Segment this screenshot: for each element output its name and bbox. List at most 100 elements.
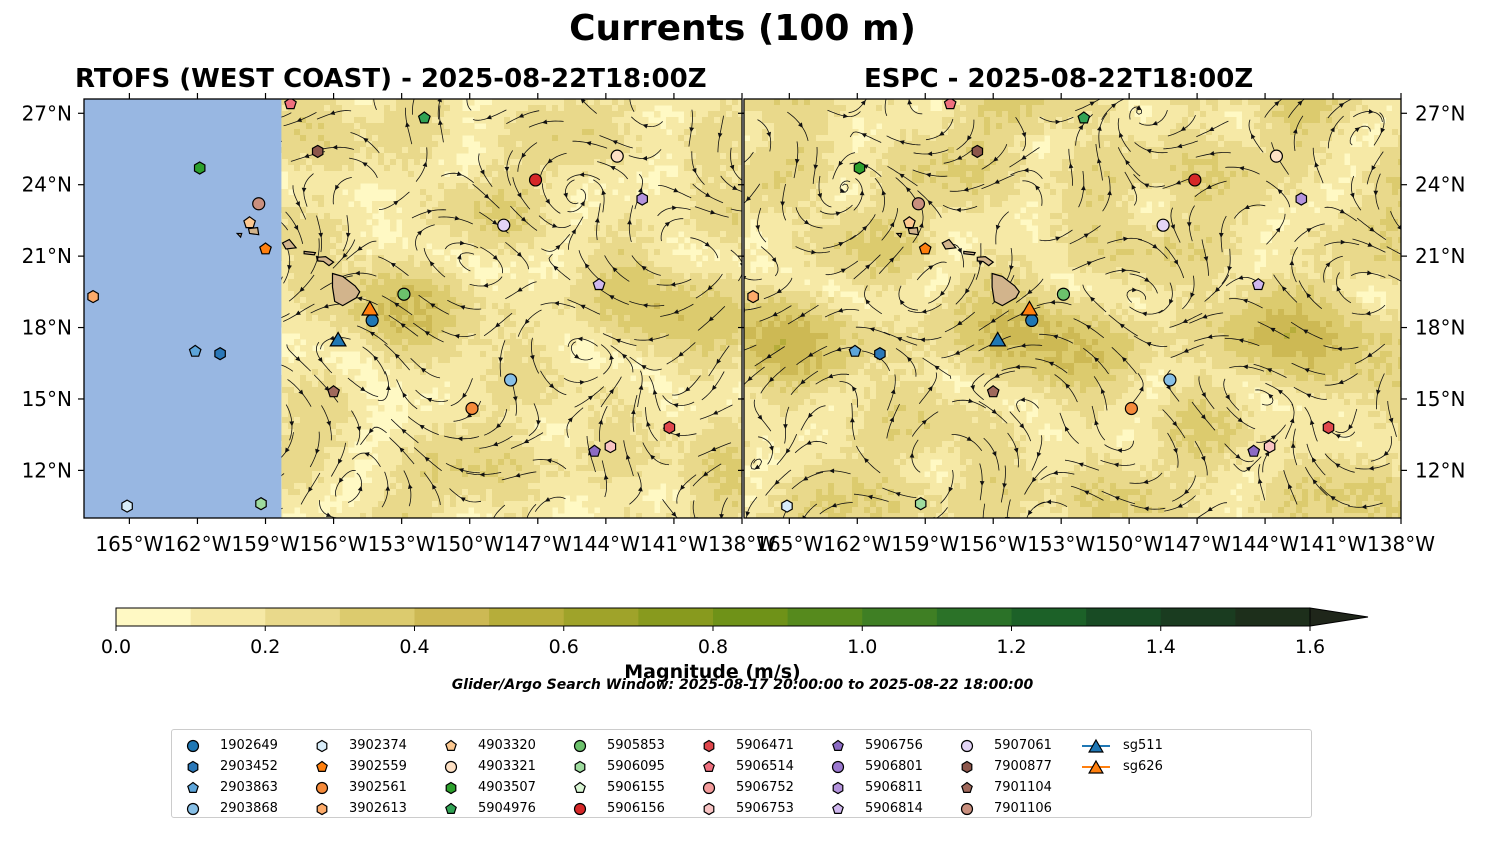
magnitude-cell <box>726 135 733 142</box>
magnitude-cell <box>492 339 499 346</box>
magnitude-cell <box>600 387 607 394</box>
magnitude-cell <box>336 381 343 388</box>
magnitude-cell <box>582 153 589 160</box>
magnitude-cell <box>600 339 607 346</box>
magnitude-cell <box>672 117 679 124</box>
magnitude-cell <box>732 375 739 382</box>
magnitude-cell <box>498 309 505 316</box>
magnitude-cell <box>450 183 457 190</box>
magnitude-cell <box>354 231 361 238</box>
magnitude-cell <box>492 315 499 322</box>
magnitude-cell <box>522 159 529 166</box>
magnitude-cell <box>588 135 595 142</box>
magnitude-cell <box>558 273 565 280</box>
magnitude-cell <box>738 303 742 310</box>
magnitude-cell <box>612 249 619 256</box>
magnitude-cell <box>618 249 625 256</box>
magnitude-cell <box>288 237 295 244</box>
magnitude-cell <box>486 189 493 196</box>
magnitude-cell <box>378 315 385 322</box>
magnitude-cell <box>420 237 427 244</box>
magnitude-cell <box>636 99 643 106</box>
magnitude-cell <box>288 129 295 136</box>
magnitude-cell <box>402 345 409 352</box>
magnitude-cell <box>732 315 739 322</box>
magnitude-cell <box>330 369 337 376</box>
magnitude-cell <box>714 243 721 250</box>
magnitude-cell <box>516 225 523 232</box>
magnitude-cell <box>522 369 529 376</box>
magnitude-cell <box>396 315 403 322</box>
magnitude-cell <box>570 159 577 166</box>
magnitude-cell <box>426 123 433 130</box>
magnitude-cell <box>714 297 721 304</box>
magnitude-cell <box>330 225 337 232</box>
magnitude-cell <box>498 237 505 244</box>
magnitude-cell <box>690 147 697 154</box>
magnitude-cell <box>288 201 295 208</box>
magnitude-cell <box>612 219 619 226</box>
magnitude-cell <box>396 273 403 280</box>
magnitude-cell <box>582 375 589 382</box>
magnitude-cell <box>648 285 655 292</box>
magnitude-cell <box>636 267 643 274</box>
magnitude-cell <box>414 171 421 178</box>
magnitude-cell <box>690 165 697 172</box>
magnitude-cell <box>654 243 661 250</box>
magnitude-cell <box>474 243 481 250</box>
magnitude-cell <box>564 369 571 376</box>
magnitude-cell <box>606 147 613 154</box>
magnitude-cell <box>360 153 367 160</box>
magnitude-cell <box>696 195 703 202</box>
magnitude-cell <box>318 111 325 118</box>
magnitude-cell <box>348 369 355 376</box>
magnitude-cell <box>738 267 742 274</box>
magnitude-cell <box>690 333 697 340</box>
magnitude-cell <box>534 255 541 262</box>
magnitude-cell <box>726 369 733 376</box>
magnitude-cell <box>606 303 613 310</box>
magnitude-cell <box>324 207 331 214</box>
magnitude-cell <box>486 105 493 112</box>
magnitude-cell <box>360 177 367 184</box>
magnitude-cell <box>324 99 331 106</box>
magnitude-cell <box>294 177 301 184</box>
magnitude-cell <box>588 219 595 226</box>
magnitude-cell <box>630 357 637 364</box>
magnitude-cell <box>696 153 703 160</box>
magnitude-cell <box>720 195 727 202</box>
magnitude-cell <box>648 375 655 382</box>
magnitude-cell <box>618 213 625 220</box>
magnitude-cell <box>318 201 325 208</box>
magnitude-cell <box>522 141 529 148</box>
magnitude-cell <box>738 99 742 106</box>
magnitude-cell <box>474 237 481 244</box>
magnitude-cell <box>288 387 295 394</box>
magnitude-cell <box>384 153 391 160</box>
magnitude-cell <box>606 153 613 160</box>
magnitude-cell <box>618 351 625 358</box>
magnitude-cell <box>678 183 685 190</box>
magnitude-cell <box>384 117 391 124</box>
magnitude-cell <box>732 309 739 316</box>
magnitude-cell <box>594 369 601 376</box>
magnitude-cell <box>624 393 631 400</box>
magnitude-cell <box>714 321 721 328</box>
magnitude-cell <box>738 111 742 118</box>
magnitude-cell <box>726 249 733 256</box>
magnitude-cell <box>564 357 571 364</box>
magnitude-cell <box>372 255 379 262</box>
magnitude-cell <box>348 231 355 238</box>
magnitude-cell <box>564 345 571 352</box>
magnitude-cell <box>738 183 742 190</box>
magnitude-cell <box>714 315 721 322</box>
magnitude-cell <box>432 105 439 112</box>
magnitude-cell <box>432 381 439 388</box>
magnitude-cell <box>510 111 517 118</box>
magnitude-cell <box>672 153 679 160</box>
magnitude-cell <box>732 213 739 220</box>
magnitude-cell <box>474 279 481 286</box>
magnitude-cell <box>726 327 733 334</box>
magnitude-cell <box>312 117 319 124</box>
magnitude-cell <box>600 381 607 388</box>
